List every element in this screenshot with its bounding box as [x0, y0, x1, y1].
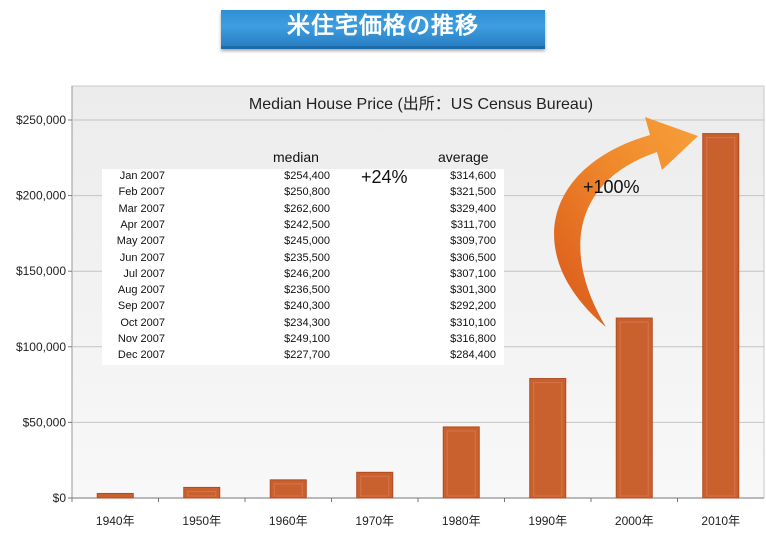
- row-month: Mar 2007: [118, 202, 165, 215]
- bar-highlight: [187, 490, 217, 497]
- table-row: Jan 2007 $254,400 $314,600: [102, 170, 504, 186]
- bar: [615, 317, 653, 499]
- y-axis: $0 $50,000 $100,000 $150,000 $200,000 $250,00…: [16, 113, 72, 505]
- bar-highlight: [533, 382, 563, 497]
- row-month: Jun 2007: [119, 251, 165, 264]
- table-row: Apr 2007 $242,500 $311,700: [102, 219, 504, 235]
- median-header: median: [273, 149, 319, 165]
- table-row: Jun 2007 $235,500 $306,500: [102, 252, 504, 268]
- row-median: $242,500: [284, 218, 330, 231]
- row-median: $227,700: [284, 349, 330, 362]
- average-header: average: [438, 149, 489, 165]
- table-row: Dec 2007 $227,700 $284,400: [102, 349, 504, 365]
- row-month: Jul 2007: [123, 267, 165, 280]
- row-average: $307,100: [450, 267, 496, 280]
- row-month: Nov 2007: [117, 333, 165, 345]
- y-tick-label: $100,000: [16, 340, 66, 354]
- table-row: Feb 2007 $250,800 $321,500: [102, 186, 504, 202]
- x-tick-label: 2000年: [615, 514, 654, 528]
- row-median: $235,500: [284, 251, 330, 264]
- x-axis: 1940年 1950年 1960年 1970年 1980年 1990年 2000年 2010年: [71, 498, 740, 528]
- x-tick-label: 1990年: [528, 514, 567, 528]
- x-tick-label: 1940年: [96, 514, 135, 528]
- y-tick-label: $150,000: [16, 264, 66, 278]
- table-row: Aug 2007 $236,500 $301,300: [102, 284, 504, 300]
- y-tick-label: $250,000: [16, 113, 66, 127]
- monthly-price-table: Jan 2007 $254,400 $314,600 Feb 2007 $250,800…: [102, 169, 504, 365]
- row-month: May 2007: [116, 235, 165, 248]
- page-banner: 米住宅価格の推移: [221, 10, 545, 49]
- row-median: $262,600: [284, 202, 330, 215]
- bar: [269, 479, 307, 499]
- y-tick-label: $50,000: [23, 415, 67, 429]
- row-month: Jan 2007: [119, 170, 165, 182]
- row-average: $284,400: [450, 349, 496, 362]
- row-average: $306,500: [450, 251, 496, 264]
- row-average: $321,500: [450, 186, 496, 199]
- bar: [702, 133, 740, 499]
- x-tick-label: 1960年: [269, 514, 308, 528]
- bar-highlight: [706, 137, 736, 497]
- row-average: $311,700: [450, 218, 496, 231]
- row-average: $310,100: [450, 316, 496, 329]
- row-median: $245,000: [284, 235, 330, 248]
- increase-label-100: +100%: [583, 177, 640, 197]
- x-tick-label: 2010年: [701, 514, 740, 528]
- bar: [183, 486, 221, 499]
- increase-arrow: [554, 117, 698, 327]
- bar: [96, 492, 134, 499]
- row-month: Aug 2007: [117, 284, 165, 297]
- x-tick-label: 1970年: [355, 514, 394, 528]
- row-month: Sep 2007: [117, 300, 165, 313]
- table-row: Oct 2007 $234,300 $310,100: [102, 317, 504, 333]
- row-median: $236,500: [284, 284, 330, 297]
- row-month: Oct 2007: [120, 316, 165, 329]
- bar-highlight: [446, 430, 476, 497]
- y-tick-label: $200,000: [16, 189, 66, 203]
- row-median: $240,300: [284, 300, 330, 313]
- row-median: $254,400: [284, 170, 330, 182]
- bar-highlight: [360, 475, 390, 497]
- row-average: $314,600: [450, 170, 496, 182]
- bar-highlight: [273, 483, 303, 497]
- row-average: $316,800: [450, 333, 496, 345]
- bars: [96, 133, 740, 499]
- increase-label-24: +24%: [361, 167, 408, 187]
- row-average: $301,300: [450, 284, 496, 297]
- row-median: $234,300: [284, 316, 330, 329]
- table-row: Nov 2007 $249,100 $316,800: [102, 333, 504, 349]
- row-average: $329,400: [450, 202, 496, 215]
- x-tick-label: 1950年: [182, 514, 221, 528]
- row-median: $250,800: [284, 186, 330, 199]
- row-month: Feb 2007: [118, 186, 165, 199]
- chart-title: Median House Price (出所：US Census Bureau): [249, 95, 593, 113]
- table-row: Mar 2007 $262,600 $329,400: [102, 203, 504, 219]
- bar-highlight: [619, 321, 649, 497]
- table-row: Jul 2007 $246,200 $307,100: [102, 268, 504, 284]
- row-median: $249,100: [284, 333, 330, 345]
- bar: [529, 378, 567, 499]
- table-row: May 2007 $245,000 $309,700: [102, 235, 504, 251]
- x-tick-label: 1980年: [442, 514, 481, 528]
- row-month: Dec 2007: [117, 349, 165, 362]
- row-average: $292,200: [450, 300, 496, 313]
- y-tick-label: $0: [53, 491, 67, 505]
- row-median: $246,200: [284, 267, 330, 280]
- row-month: Apr 2007: [120, 218, 165, 231]
- row-average: $309,700: [450, 235, 496, 248]
- table-row: Sep 2007 $240,300 $292,200: [102, 300, 504, 316]
- bar: [442, 426, 480, 499]
